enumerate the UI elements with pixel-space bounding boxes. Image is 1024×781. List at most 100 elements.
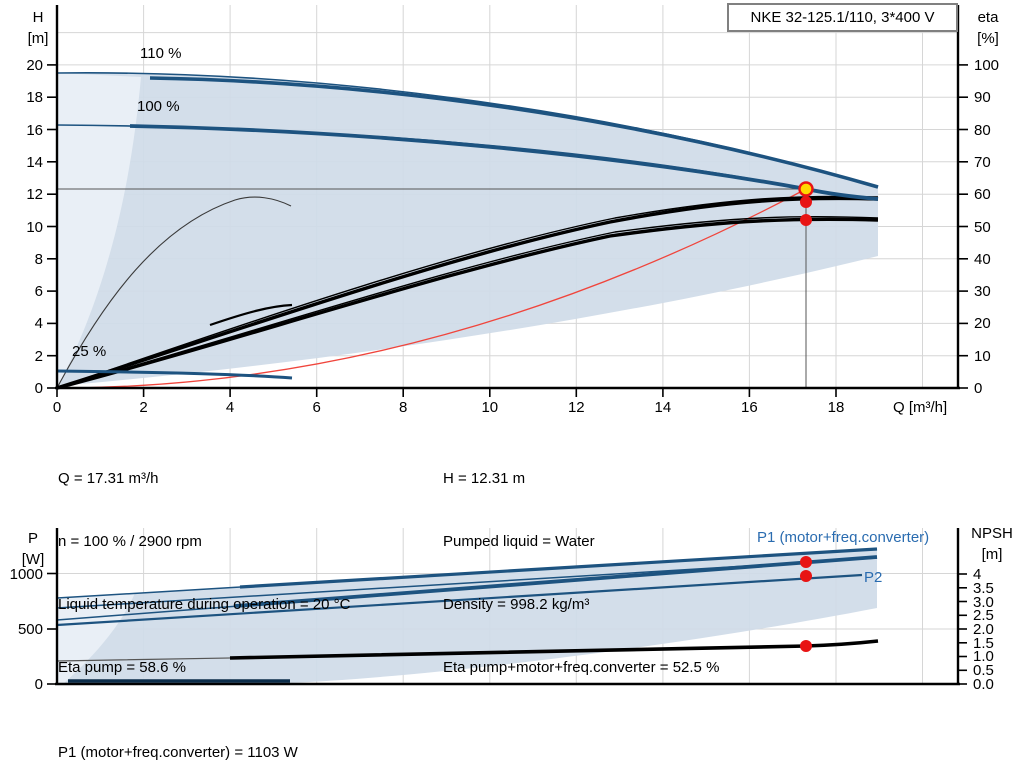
- svg-text:16: 16: [741, 399, 758, 416]
- svg-text:0: 0: [35, 676, 43, 693]
- label-p2: P2: [864, 569, 882, 586]
- label-p1: P1 (motor+freq.converter): [757, 529, 929, 546]
- svg-text:14: 14: [655, 399, 672, 416]
- npsh-point: [800, 640, 812, 652]
- svg-text:18: 18: [26, 89, 43, 106]
- npsh-axis-unit: [m]: [982, 546, 1003, 563]
- control-parabola: [56, 188, 807, 389]
- power-info: P1 (motor+freq.converter) = 1103 W P2 = …: [58, 700, 298, 781]
- p1-110-curve: [239, 547, 878, 589]
- p-tick-labels: 1000 500 0: [10, 566, 43, 693]
- svg-text:10: 10: [974, 348, 991, 365]
- qh-curve-25: [56, 369, 293, 380]
- info-p1: P1 (motor+freq.converter) = 1103 W: [58, 744, 298, 761]
- h-axis-label: H: [33, 9, 44, 26]
- h-ticks: [47, 64, 57, 389]
- svg-text:60: 60: [974, 186, 991, 203]
- svg-text:0: 0: [974, 380, 982, 397]
- npsh-curve: [229, 639, 879, 660]
- p-ticks: [47, 572, 57, 685]
- h-tick-labels: 20 18 16 14 12 10 8 6 4 2 0: [26, 57, 43, 397]
- svg-text:1000: 1000: [10, 566, 43, 583]
- info-h: H = 12.31 m: [443, 470, 526, 487]
- svg-text:50: 50: [974, 219, 991, 236]
- h-axis-unit: [m]: [28, 30, 49, 47]
- p2-100-curve: [56, 573, 863, 627]
- svg-text:14: 14: [26, 154, 43, 171]
- npsh-tick-labels: 4 3.5 3.0 2.5 2.0 1.5 1.0 0.5 0.0: [973, 566, 994, 693]
- svg-text:6: 6: [313, 399, 321, 416]
- svg-text:16: 16: [26, 122, 43, 139]
- eta-ticks: [958, 64, 968, 389]
- qh-curve-100: [129, 124, 879, 201]
- svg-text:2: 2: [139, 399, 147, 416]
- svg-text:10: 10: [26, 219, 43, 236]
- eta-total-curve-thin: [56, 215, 879, 389]
- p2-point: [800, 570, 812, 582]
- info-eta-total: Eta pump+motor+freq.converter = 52.5 %: [443, 659, 720, 676]
- q-axis-label: Q [m³/h]: [893, 399, 947, 416]
- power-band: [57, 549, 877, 684]
- svg-text:2: 2: [35, 348, 43, 365]
- duty-info-left: Q = 17.31 m³/h n = 100 % / 2900 rpm Liqu…: [58, 426, 350, 720]
- qh-curve-110: [149, 76, 879, 189]
- svg-text:0.5: 0.5: [973, 662, 994, 679]
- p-axis-label: P: [28, 530, 38, 547]
- low-flow-wedge: [57, 73, 141, 388]
- eta-pump-point: [800, 196, 812, 208]
- svg-text:100: 100: [974, 57, 999, 74]
- svg-text:20: 20: [974, 315, 991, 332]
- eta-branch-reduced-speed: [209, 303, 293, 327]
- svg-text:18: 18: [828, 399, 845, 416]
- svg-text:1.5: 1.5: [973, 635, 994, 652]
- eta-pump-curve-thin: [56, 195, 879, 389]
- info-eta-pump: Eta pump = 58.6 %: [58, 659, 186, 676]
- q-tick-labels: 0 2 4 6 8 10 12 14 16 18: [53, 399, 845, 416]
- label-25-percent: 25 %: [72, 343, 106, 360]
- info-n: n = 100 % / 2900 rpm: [58, 533, 202, 550]
- npsh-ticks: [958, 573, 967, 685]
- p1-point: [800, 556, 812, 568]
- svg-text:40: 40: [974, 251, 991, 268]
- p-axis-unit: [W]: [22, 551, 45, 568]
- svg-text:2.5: 2.5: [973, 607, 994, 624]
- svg-text:12: 12: [26, 186, 43, 203]
- svg-text:10: 10: [481, 399, 498, 416]
- svg-text:0: 0: [53, 399, 61, 416]
- label-100-percent: 100 %: [137, 98, 180, 115]
- svg-text:3.5: 3.5: [973, 580, 994, 597]
- svg-text:6: 6: [35, 283, 43, 300]
- svg-text:4: 4: [226, 399, 234, 416]
- svg-text:3.0: 3.0: [973, 594, 994, 611]
- duty-point: [798, 181, 814, 197]
- eta-arc-reduced-speed: [56, 196, 292, 389]
- info-liquid: Pumped liquid = Water: [443, 533, 595, 550]
- pump-title: NKE 32-125.1/110, 3*400 V: [750, 9, 935, 26]
- svg-text:20: 20: [26, 57, 43, 74]
- q-ticks: [56, 388, 837, 397]
- svg-text:90: 90: [974, 89, 991, 106]
- svg-text:500: 500: [18, 621, 43, 638]
- svg-text:80: 80: [974, 122, 991, 139]
- duty-info-right: H = 12.31 m Pumped liquid = Water Densit…: [443, 426, 719, 720]
- p1-100-curve: [234, 555, 878, 608]
- eta-axis-label: eta: [978, 9, 1000, 26]
- npsh-axis-label: NPSH: [971, 525, 1013, 542]
- svg-text:70: 70: [974, 154, 991, 171]
- svg-text:8: 8: [35, 251, 43, 268]
- eta-tick-labels: 100 90 80 70 60 50 40 30 20 10 0: [974, 57, 999, 397]
- svg-text:12: 12: [568, 399, 585, 416]
- info-temp: Liquid temperature during operation = 20…: [58, 596, 351, 613]
- top-chart: 20 18 16 14 12 10 8 6 4 2 0 100 90 80 70…: [26, 5, 999, 416]
- eta-total-curve: [56, 217, 879, 390]
- bottom-chart: 1000 500 0 4 3.5 3.0 2.5 2.0 1.5 1.0 0.5…: [10, 525, 1013, 693]
- svg-text:0.0: 0.0: [973, 676, 994, 693]
- label-110-percent: 110 %: [140, 45, 181, 62]
- pump-title-box: NKE 32-125.1/110, 3*400 V: [727, 3, 958, 32]
- svg-text:4: 4: [973, 566, 981, 583]
- svg-text:1.0: 1.0: [973, 648, 994, 665]
- operating-band: [57, 72, 878, 386]
- svg-text:30: 30: [974, 283, 991, 300]
